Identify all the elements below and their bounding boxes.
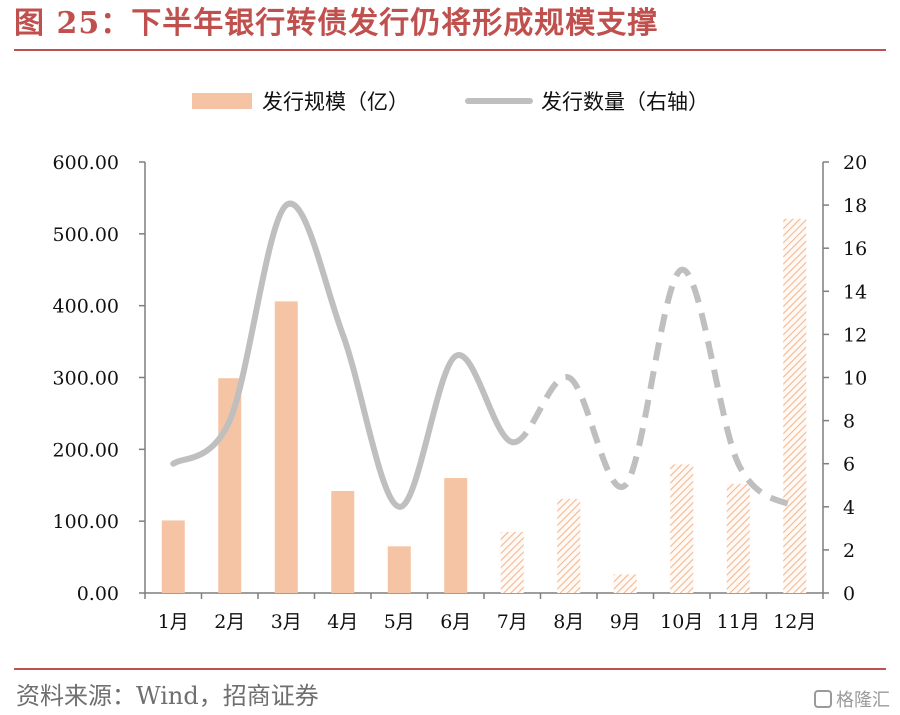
x-axis-tick-label: 1月 xyxy=(158,611,189,633)
watermark-text: 格隆汇 xyxy=(836,690,890,711)
x-axis-tick-label: 7月 xyxy=(497,611,528,633)
legend-bar-label: 发行规模（亿） xyxy=(262,90,409,114)
bar xyxy=(444,478,468,593)
right-axis-tick-label: 16 xyxy=(843,238,867,260)
left-axis-tick-label: 0.00 xyxy=(77,583,119,605)
title-divider xyxy=(14,49,886,51)
x-axis-tick-label: 2月 xyxy=(214,611,245,633)
legend-bar-swatch xyxy=(192,93,252,109)
right-axis-tick-label: 14 xyxy=(843,281,867,303)
right-axis-tick-label: 8 xyxy=(843,411,855,433)
left-axis-tick-label: 300.00 xyxy=(53,368,119,390)
bar-series xyxy=(161,218,807,593)
bar xyxy=(387,546,411,593)
line-series-actual xyxy=(170,200,516,510)
footer-divider xyxy=(14,668,886,670)
bar xyxy=(783,218,807,593)
right-axis-tick-label: 6 xyxy=(843,454,855,476)
bar xyxy=(161,520,185,593)
bar xyxy=(500,531,524,593)
source-note: 资料来源：Wind，招商证券 xyxy=(16,682,319,710)
left-axis-tick-label: 400.00 xyxy=(53,296,119,318)
legend: 发行规模（亿） 发行数量（右轴） xyxy=(192,90,709,114)
x-axis-tick-label: 5月 xyxy=(384,611,415,633)
legend-line-label: 发行数量（右轴） xyxy=(541,90,709,114)
left-axis-tick-label: 100.00 xyxy=(53,511,119,533)
watermark-logo-icon xyxy=(814,690,832,708)
right-axis-tick-label: 2 xyxy=(843,540,855,562)
x-axis-tick-label: 10月 xyxy=(660,611,703,633)
right-axis-tick-label: 20 xyxy=(843,152,867,174)
watermark: 格隆汇 xyxy=(814,686,890,712)
bar xyxy=(218,378,242,593)
right-axis-tick-label: 18 xyxy=(843,195,867,217)
line-series-forecast xyxy=(511,266,797,510)
x-axis-tick-label: 4月 xyxy=(327,611,358,633)
figure-title: 图 25：下半年银行转债发行仍将形成规模支撑 xyxy=(14,6,659,41)
x-axis-tick-label: 6月 xyxy=(440,611,471,633)
right-axis-tick-label: 4 xyxy=(843,497,855,519)
x-axis-tick-label: 12月 xyxy=(773,611,816,633)
left-axis-tick-label: 200.00 xyxy=(53,439,119,461)
bar xyxy=(331,490,355,593)
x-axis-tick-label: 8月 xyxy=(553,611,584,633)
left-axis-tick-label: 600.00 xyxy=(53,152,119,174)
bar xyxy=(557,498,581,593)
left-axis-tick-label: 500.00 xyxy=(53,224,119,246)
right-axis-tick-label: 10 xyxy=(843,368,867,390)
axes: 0.00 100.00 200.00 300.00 400.00 500.00 600.00… xyxy=(53,152,868,633)
right-axis-tick-label: 0 xyxy=(843,583,855,605)
x-axis-tick-label: 9月 xyxy=(610,611,641,633)
bar xyxy=(274,301,298,593)
chart: 发行规模（亿） 发行数量（右轴） 0.00100.00200.00300.0040… xyxy=(53,90,868,633)
line-series xyxy=(170,200,797,510)
x-axis-tick-label: 3月 xyxy=(271,611,302,633)
bar xyxy=(670,464,694,593)
bar xyxy=(613,574,637,593)
x-axis-tick-label: 11月 xyxy=(717,611,760,633)
bar xyxy=(726,483,750,593)
right-axis-tick-label: 12 xyxy=(843,324,867,346)
